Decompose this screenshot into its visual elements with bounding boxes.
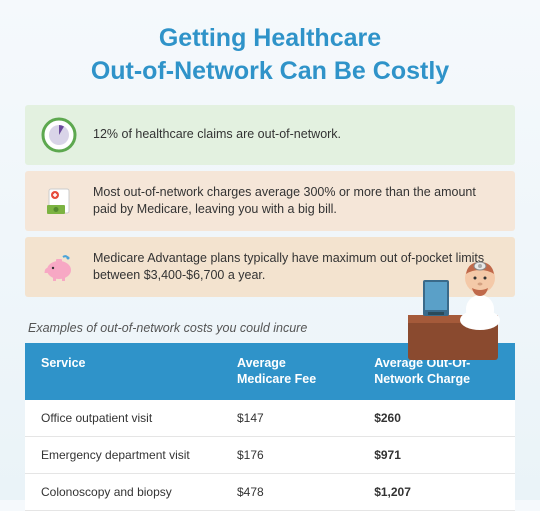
- cell-medicare: $478: [221, 473, 358, 510]
- bill-icon: [39, 181, 79, 221]
- fact-item: Medicare Advantage plans typically have …: [25, 237, 515, 297]
- table-row: Colonoscopy and biopsy$478$1,207: [25, 473, 515, 510]
- title-line-2: Out-of-Network Can Be Costly: [40, 55, 500, 88]
- cell-medicare: $176: [221, 436, 358, 473]
- cell-service: Emergency department visit: [25, 436, 221, 473]
- cost-table: Service Average Medicare Fee Average Out…: [0, 343, 540, 511]
- cell-oon: $260: [358, 400, 515, 437]
- fact-text: 12% of healthcare claims are out-of-netw…: [93, 126, 501, 144]
- table-subtitle: Examples of out-of-network costs you cou…: [0, 303, 540, 343]
- col-header-oon: Average Out-Of-Network Charge: [358, 343, 515, 400]
- pie-chart-icon: [39, 115, 79, 155]
- col-header-service: Service: [25, 343, 221, 400]
- table-row: Office outpatient visit$147$260: [25, 400, 515, 437]
- table-row: Emergency department visit$176$971: [25, 436, 515, 473]
- fact-text: Medicare Advantage plans typically have …: [93, 250, 501, 285]
- col-header-medicare: Average Medicare Fee: [221, 343, 358, 400]
- cell-oon: $1,207: [358, 473, 515, 510]
- page-title: Getting Healthcare Out-of-Network Can Be…: [0, 0, 540, 105]
- title-line-1: Getting Healthcare: [40, 22, 500, 55]
- cell-service: Office outpatient visit: [25, 400, 221, 437]
- cell-oon: $971: [358, 436, 515, 473]
- cell-medicare: $147: [221, 400, 358, 437]
- piggy-bank-icon: [39, 247, 79, 287]
- fact-item: Most out-of-network charges average 300%…: [25, 171, 515, 231]
- cell-service: Colonoscopy and biopsy: [25, 473, 221, 510]
- fact-item: 12% of healthcare claims are out-of-netw…: [25, 105, 515, 165]
- fact-text: Most out-of-network charges average 300%…: [93, 184, 501, 219]
- facts-list: 12% of healthcare claims are out-of-netw…: [0, 105, 540, 297]
